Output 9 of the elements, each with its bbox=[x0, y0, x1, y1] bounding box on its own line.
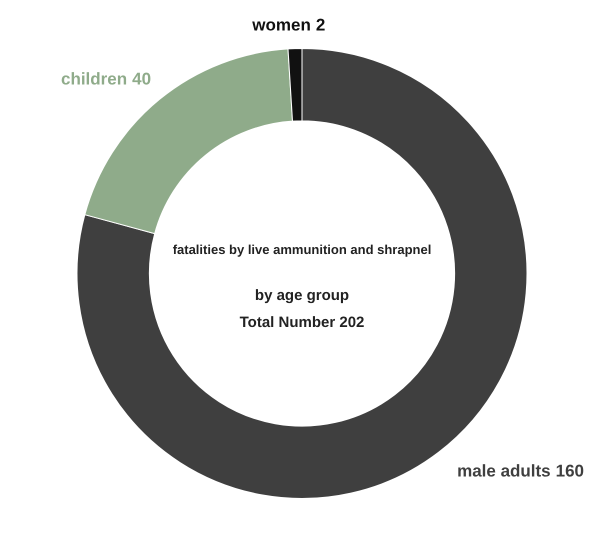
data-label: 40 bbox=[132, 69, 152, 88]
slice-label: women bbox=[251, 16, 311, 35]
data-label: 2 bbox=[316, 16, 326, 35]
slice-label: children bbox=[60, 69, 128, 88]
text: fatalities by live ammunition and shrapnel bbox=[172, 242, 432, 257]
data-label: 160 bbox=[556, 461, 584, 480]
slice-label: male adults bbox=[457, 461, 551, 480]
text: Total Number 202 bbox=[240, 314, 364, 331]
text: by age group bbox=[254, 287, 350, 304]
